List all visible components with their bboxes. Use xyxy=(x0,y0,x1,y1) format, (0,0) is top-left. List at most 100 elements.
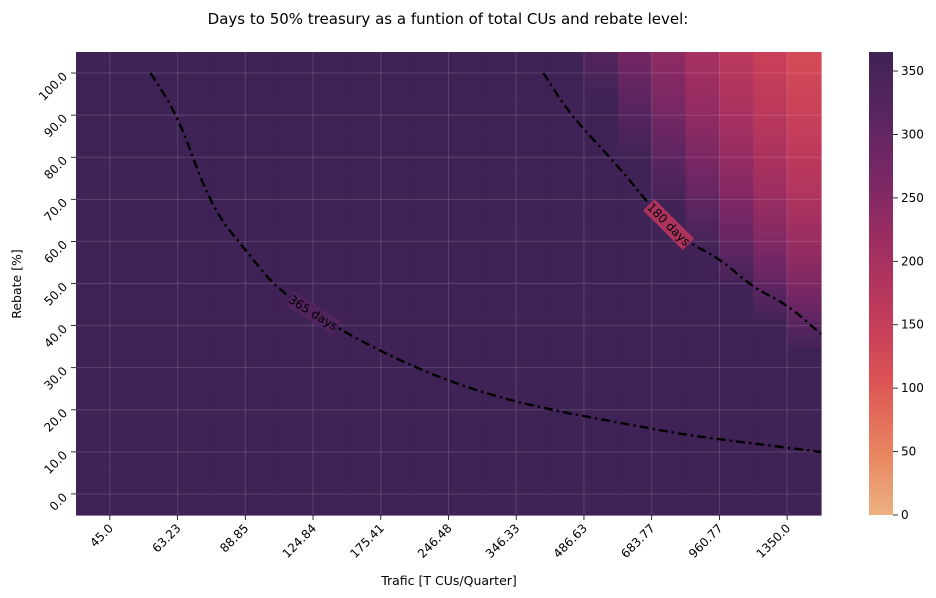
heatmap-cell xyxy=(550,186,585,196)
heatmap-cell xyxy=(279,439,314,449)
heatmap-cell xyxy=(245,304,280,314)
heatmap-cell xyxy=(787,228,822,238)
heatmap-cell xyxy=(617,321,653,331)
heatmap-cell xyxy=(177,77,213,87)
heatmap-cell xyxy=(617,60,653,70)
heatmap-cell xyxy=(482,439,517,449)
heatmap-cell xyxy=(346,119,382,129)
heatmap-cell xyxy=(346,245,382,255)
heatmap-cell xyxy=(346,439,382,449)
heatmap-cell xyxy=(346,211,382,221)
heatmap-cell xyxy=(211,363,246,373)
heatmap-cell xyxy=(550,413,585,423)
heatmap-cell xyxy=(787,262,822,272)
heatmap-cell xyxy=(719,413,754,423)
heatmap-cell xyxy=(617,110,653,120)
heatmap-cell xyxy=(245,481,280,491)
heatmap-cell xyxy=(719,254,754,264)
heatmap-cell xyxy=(414,430,450,440)
heatmap-cell xyxy=(787,161,822,171)
heatmap-cell xyxy=(143,254,179,264)
heatmap-cell xyxy=(516,262,551,272)
heatmap-cell xyxy=(177,161,213,171)
heatmap-cell xyxy=(550,52,585,62)
heatmap-cell xyxy=(414,447,450,457)
heatmap-cell xyxy=(448,296,483,306)
heatmap-cell xyxy=(617,355,653,365)
colorbar-tick-label: 50 xyxy=(901,445,916,459)
heatmap-cell xyxy=(143,498,179,508)
heatmap-cell xyxy=(753,355,788,365)
heatmap-cell xyxy=(516,127,551,137)
heatmap-cell xyxy=(76,110,111,120)
heatmap-cell xyxy=(279,203,314,213)
heatmap-cell xyxy=(414,52,450,62)
heatmap-cell xyxy=(550,119,585,129)
heatmap-cell xyxy=(76,456,111,466)
heatmap-cell xyxy=(177,287,213,297)
heatmap-cell xyxy=(583,136,619,146)
heatmap-cell xyxy=(211,186,246,196)
heatmap-cell xyxy=(380,144,416,154)
heatmap-cell xyxy=(448,136,483,146)
heatmap-cell xyxy=(211,371,246,381)
y-tick-label: 20.0 xyxy=(41,406,70,435)
heatmap-cell xyxy=(279,312,314,322)
heatmap-cell xyxy=(245,262,280,272)
heatmap-cell xyxy=(753,254,788,264)
heatmap-cell xyxy=(414,169,450,179)
heatmap-cell xyxy=(617,144,653,154)
heatmap-cell xyxy=(516,153,551,163)
heatmap-cell xyxy=(76,439,111,449)
heatmap-cell xyxy=(76,262,111,272)
heatmap-cell xyxy=(583,371,619,381)
grid-lines xyxy=(76,52,821,515)
heatmap-cell xyxy=(550,506,585,516)
heatmap-cell xyxy=(380,68,416,78)
heatmap-cell xyxy=(583,464,619,474)
heatmap-cell xyxy=(177,262,213,272)
heatmap-cell xyxy=(651,203,687,213)
heatmap-cell xyxy=(516,321,551,331)
heatmap-cell xyxy=(313,456,348,466)
heatmap-cell xyxy=(245,169,280,179)
heatmap-cell xyxy=(482,186,517,196)
heatmap-cell xyxy=(617,127,653,137)
heatmap-cell xyxy=(617,371,653,381)
heatmap-cell xyxy=(211,472,246,482)
heatmap-cell xyxy=(516,102,551,112)
heatmap-cell xyxy=(177,94,213,104)
heatmap-cell xyxy=(414,481,450,491)
heatmap-cell xyxy=(245,456,280,466)
heatmap-cell xyxy=(617,380,653,390)
heatmap-cell xyxy=(550,296,585,306)
heatmap-cell xyxy=(245,346,280,356)
heatmap-cell xyxy=(245,110,280,120)
heatmap-cell xyxy=(245,296,280,306)
heatmap-cell xyxy=(651,153,687,163)
heatmap-cell xyxy=(685,136,721,146)
heatmap-cell xyxy=(211,94,246,104)
heatmap-cell xyxy=(211,110,246,120)
heatmap-cell xyxy=(617,447,653,457)
heatmap-cell xyxy=(346,287,382,297)
heatmap-cell xyxy=(685,102,721,112)
heatmap-cell xyxy=(313,464,348,474)
heatmap-cell xyxy=(245,270,280,280)
heatmap-cell xyxy=(583,228,619,238)
heatmap-cell xyxy=(550,178,585,188)
heatmap-cell xyxy=(414,321,450,331)
heatmap-cell xyxy=(346,355,382,365)
heatmap-cell xyxy=(380,60,416,70)
heatmap-cell xyxy=(414,228,450,238)
heatmap-cell xyxy=(550,153,585,163)
heatmap-cell xyxy=(76,312,111,322)
heatmap-cell xyxy=(346,195,382,205)
heatmap-cell xyxy=(211,287,246,297)
heatmap-cell xyxy=(414,346,450,356)
heatmap-cell xyxy=(448,153,483,163)
heatmap-cell xyxy=(143,430,179,440)
heatmap-cell xyxy=(346,413,382,423)
heatmap-cell xyxy=(583,153,619,163)
heatmap-cell xyxy=(617,304,653,314)
